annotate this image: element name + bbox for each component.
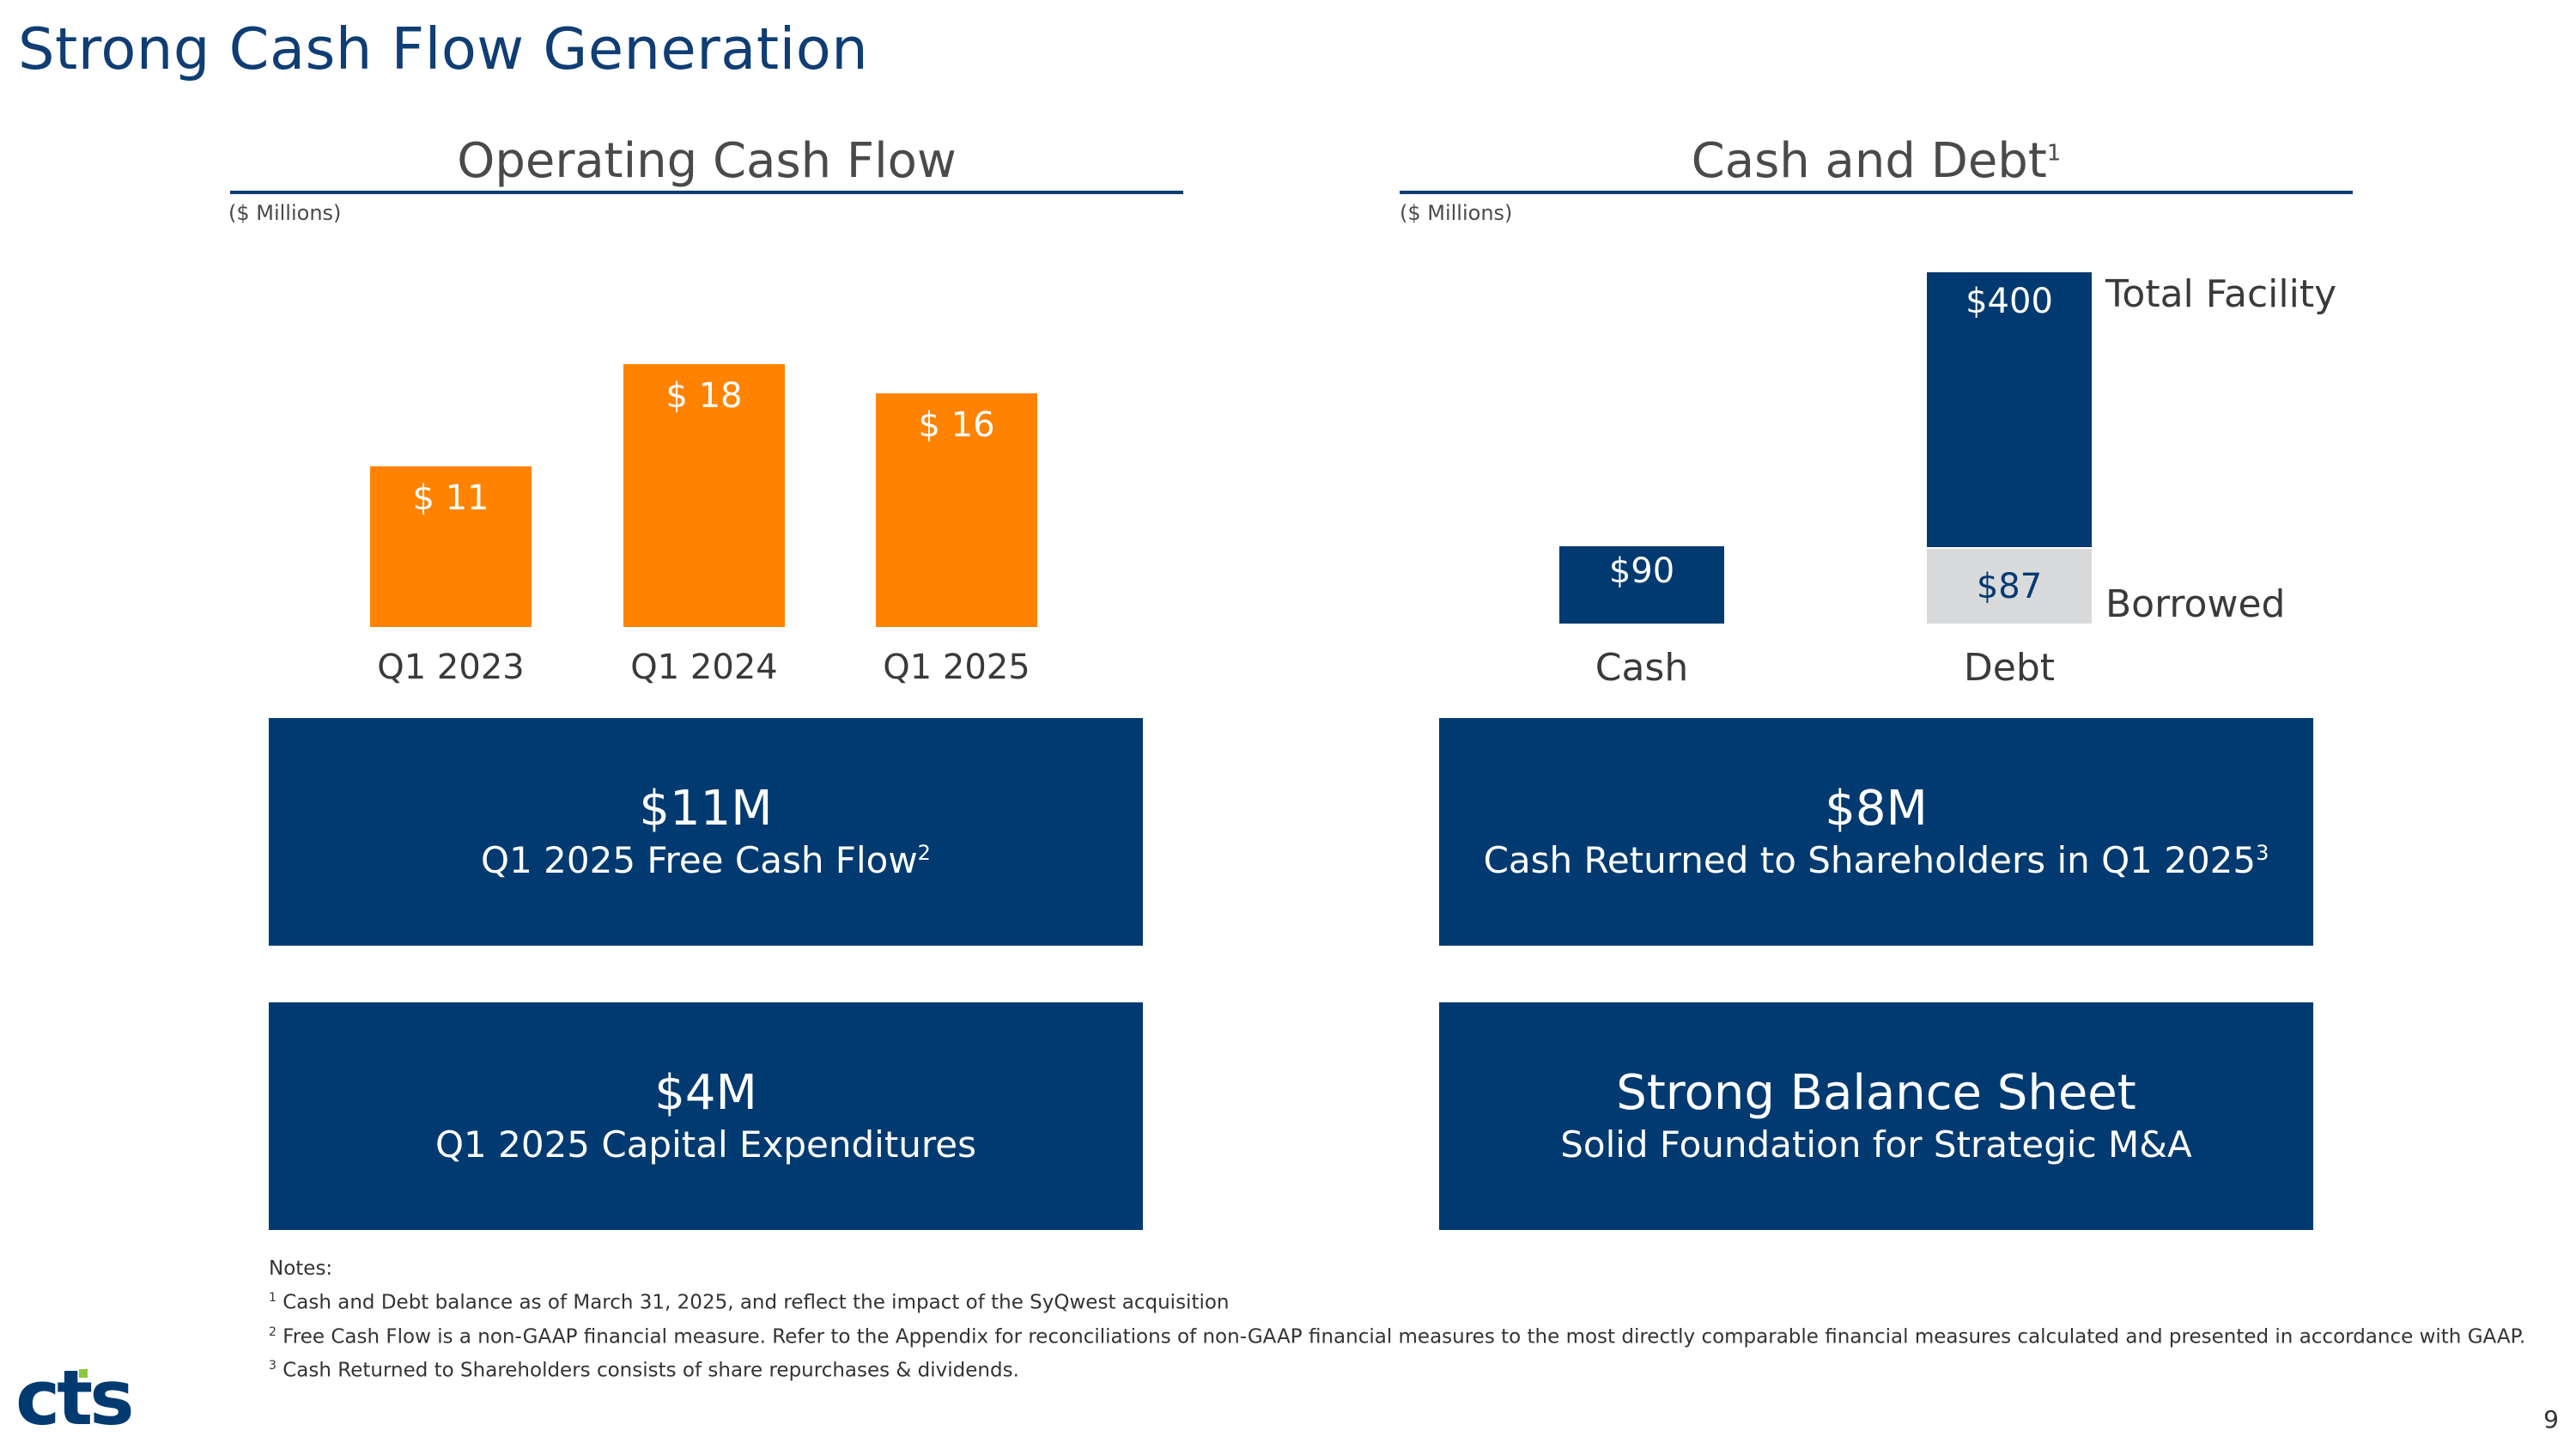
ocf-value-label: $ 11 xyxy=(412,478,489,518)
card-caption: Q1 2025 Capital Expenditures xyxy=(435,1123,976,1166)
ocf-category-label: Q1 2025 xyxy=(883,648,1030,687)
borrowed-annotation: Borrowed xyxy=(2105,582,2285,626)
ocf-bar-q1-2025 xyxy=(876,393,1037,627)
cash-value-label: $90 xyxy=(1609,551,1674,591)
ocf-category-label: Q1 2023 xyxy=(377,648,524,687)
card-value: Strong Balance Sheet xyxy=(1616,1064,2136,1121)
ocf-value-label: $ 18 xyxy=(665,376,742,416)
cash-category-label: Cash xyxy=(1595,646,1689,690)
cts-logo: cts xyxy=(15,1364,135,1433)
ocf-units-label: ($ Millions) xyxy=(228,201,342,225)
logo-accent-square xyxy=(79,1369,88,1378)
debt-category-label: Debt xyxy=(1964,646,2055,690)
page-number: 9 xyxy=(2543,1405,2559,1434)
cash-debt-title-footnote: 1 xyxy=(2046,140,2062,167)
facility-value-label: $400 xyxy=(1965,282,2053,321)
card-footnote: 3 xyxy=(2256,840,2269,865)
logo-wordmark: cts xyxy=(15,1364,131,1433)
cash-debt-panel-title: Cash and Debt1 xyxy=(1400,137,2353,186)
footnote-3: 3 Cash Returned to Shareholders consists… xyxy=(269,1359,1019,1382)
ocf-panel-title: Operating Cash Flow xyxy=(457,133,957,189)
cash-debt-title-text: Cash and Debt xyxy=(1691,133,2047,189)
cash-bar xyxy=(1559,546,1724,624)
card-value: $11M xyxy=(639,780,773,837)
debt-total-facility-bar xyxy=(1927,272,2092,547)
balance-sheet-card: Strong Balance Sheet Solid Foundation fo… xyxy=(1439,1002,2313,1230)
ocf-category-label: Q1 2024 xyxy=(630,648,777,687)
cash-debt-units-label: ($ Millions) xyxy=(1400,201,1513,225)
ocf-bar-q1-2024 xyxy=(623,364,785,627)
card-caption: Q1 2025 Free Cash Flow2 xyxy=(481,838,931,881)
footnotes: Notes: 1 Cash and Debt balance as of Mar… xyxy=(269,1254,2525,1385)
cash-returned-card: $8M Cash Returned to Shareholders in Q1 … xyxy=(1439,718,2313,946)
ocf-bar-q1-2023 xyxy=(370,466,532,627)
total-facility-annotation: Total Facility xyxy=(2105,272,2336,316)
card-footnote: 2 xyxy=(917,840,931,865)
borrowed-value-label: $87 xyxy=(1977,567,2042,606)
ocf-chart: $ 11 $ 18 $ 16 Q1 2023 Q1 2024 Q1 2025 xyxy=(370,364,1037,687)
notes-heading: Notes: xyxy=(269,1257,333,1280)
card-value: $8M xyxy=(1825,780,1928,837)
ocf-value-label: $ 16 xyxy=(918,405,994,445)
card-value: $4M xyxy=(654,1064,757,1121)
cash-debt-title-rule xyxy=(1400,191,2353,194)
card-caption: Solid Foundation for Strategic M&A xyxy=(1560,1123,2192,1166)
debt-borrowed-bar xyxy=(1927,549,2092,624)
page-title: Strong Cash Flow Generation xyxy=(18,15,869,82)
footnote-2: 2 Free Cash Flow is a non-GAAP financial… xyxy=(269,1324,2526,1349)
capex-card: $4M Q1 2025 Capital Expenditures xyxy=(269,1002,1143,1230)
free-cash-flow-card: $11M Q1 2025 Free Cash Flow2 xyxy=(269,718,1143,946)
cash-debt-chart: $90 $87 $400 Cash Debt Total Facility Bo… xyxy=(1559,272,2336,690)
ocf-title-rule xyxy=(230,191,1183,194)
card-caption: Cash Returned to Shareholders in Q1 2025… xyxy=(1483,838,2269,881)
footnote-1: 1 Cash and Debt balance as of March 31, … xyxy=(269,1291,1230,1314)
